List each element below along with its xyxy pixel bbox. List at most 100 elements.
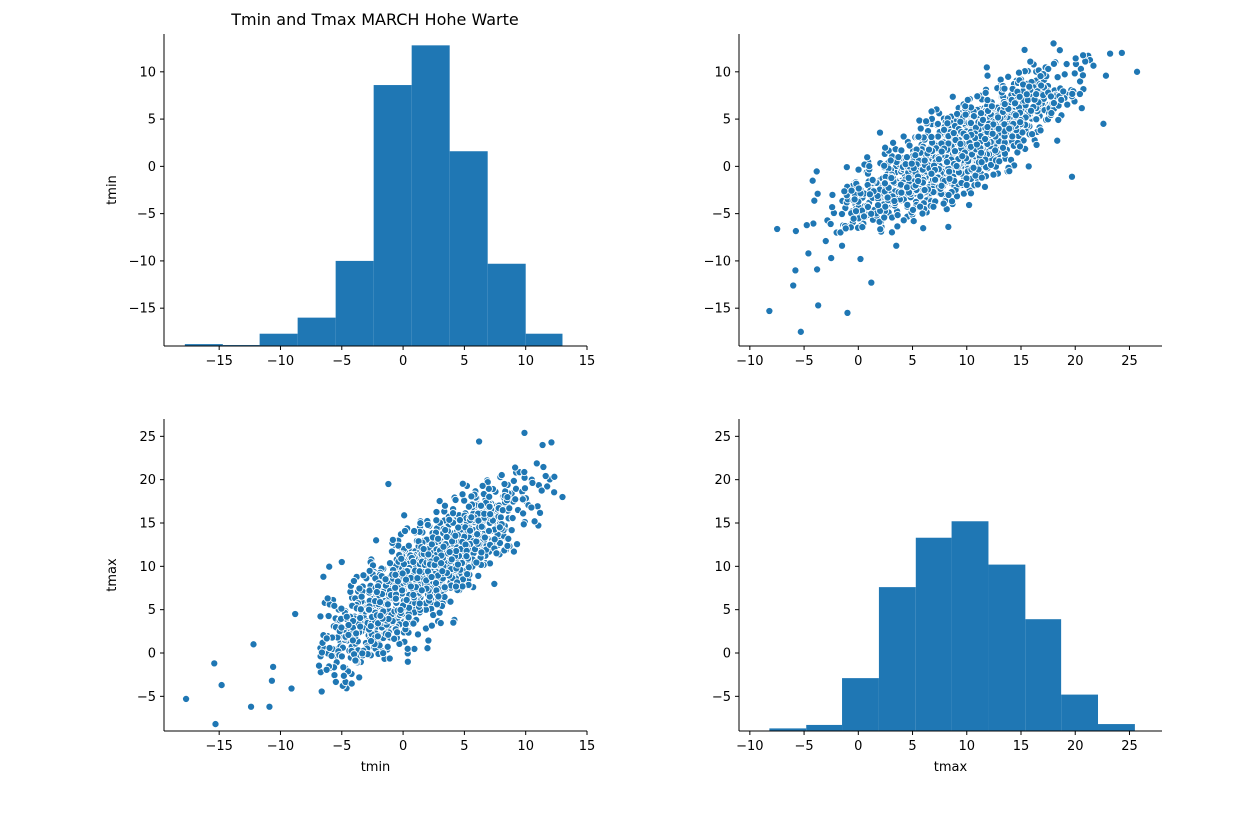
scatter-point — [945, 174, 954, 183]
scatter-point — [437, 559, 446, 568]
scatter-point — [1036, 72, 1045, 81]
scatter-point — [330, 671, 339, 680]
scatter-point — [836, 228, 845, 237]
scatter-point — [410, 527, 419, 536]
scatter-points — [765, 39, 1142, 336]
scatter-point — [331, 677, 340, 686]
y-tick-label: 5 — [723, 113, 731, 128]
scatter-point — [1106, 49, 1115, 58]
scatter-point — [497, 471, 506, 480]
scatter-point — [1014, 68, 1024, 77]
scatter-point — [445, 515, 454, 524]
scatter-point — [953, 109, 962, 118]
scatter-point — [773, 224, 782, 234]
scatter-point — [812, 167, 821, 176]
scatter-point — [385, 559, 395, 568]
scatter-point — [490, 535, 499, 544]
scatter-point — [409, 590, 418, 599]
scatter-point — [423, 644, 432, 653]
scatter-point — [435, 608, 444, 617]
scatter-point — [538, 440, 547, 450]
scatter-point — [403, 657, 412, 666]
scatter-point — [796, 327, 805, 336]
scatter-point — [916, 192, 925, 201]
scatter-point — [357, 592, 366, 601]
scatter-point — [849, 214, 858, 223]
scatter-point — [467, 492, 476, 501]
scatter-point — [809, 219, 818, 228]
x-tick-label: 0 — [399, 739, 407, 754]
x-tick-label: 0 — [399, 354, 407, 369]
scatter-point — [413, 574, 422, 583]
scatter-point — [1055, 46, 1064, 55]
y-tick-label: 0 — [148, 160, 156, 175]
scatter-point — [409, 557, 418, 566]
scatter-point — [440, 583, 449, 592]
y-tick-label: 25 — [714, 430, 731, 445]
scatter-point — [1049, 39, 1058, 48]
scatter-point — [427, 621, 436, 630]
scatter-point — [337, 652, 346, 661]
scatter-point — [961, 110, 970, 119]
scatter-point — [962, 180, 971, 190]
scatter-point — [530, 517, 539, 526]
scatter-point — [344, 620, 353, 630]
scatter-point — [509, 547, 518, 556]
y-tick-label: 5 — [148, 603, 156, 618]
scatter-point — [994, 124, 1003, 133]
x-tick-label: −10 — [736, 354, 763, 369]
scatter-point — [880, 213, 889, 222]
scatter-point — [413, 630, 423, 639]
scatter-point — [433, 600, 442, 609]
scatter-point — [474, 571, 483, 580]
scatter-point — [316, 612, 325, 621]
x-tick-label: 10 — [517, 739, 534, 754]
scatter-point — [813, 265, 822, 274]
scatter-point — [504, 534, 513, 543]
scatter-point — [322, 665, 331, 674]
scatter-point — [476, 501, 486, 510]
scatter-point — [903, 200, 912, 209]
scatter-point — [473, 530, 482, 539]
scatter-point — [391, 594, 400, 603]
scatter-point — [372, 536, 381, 545]
scatter-point — [269, 662, 278, 671]
scatter-point — [916, 202, 925, 211]
scatter-point — [942, 158, 952, 167]
scatter-point — [828, 203, 837, 212]
histogram-bar — [806, 724, 843, 731]
scatter-point — [905, 141, 914, 150]
scatter-point — [440, 501, 450, 510]
x-tick-label: 10 — [958, 739, 975, 754]
scatter-point — [550, 488, 559, 497]
scatter-point — [908, 205, 918, 214]
scatter-point — [802, 221, 811, 230]
scatter-point — [837, 241, 847, 250]
scatter-point — [398, 569, 407, 578]
scatter-point — [1037, 81, 1046, 90]
scatter-point — [1060, 70, 1069, 79]
scatter-point — [850, 195, 859, 204]
scatter-point — [466, 526, 475, 535]
scatter-point — [406, 582, 415, 591]
scatter-point — [319, 572, 328, 581]
x-tick-label: 5 — [908, 739, 916, 754]
histogram-bar — [411, 45, 450, 346]
scatter-point — [355, 584, 364, 593]
scatter-point — [439, 542, 448, 551]
scatter-point — [535, 508, 545, 517]
scatter-point — [948, 92, 957, 101]
scatter-point — [423, 520, 432, 529]
scatter-point — [894, 153, 903, 162]
scatter-point — [1099, 119, 1108, 128]
scatter-point — [365, 566, 374, 575]
scatter-point — [330, 601, 339, 610]
scatter-point — [287, 684, 296, 693]
scatter-point — [543, 482, 552, 491]
panel-tmax-histogram: −10 −5 0 5 10 15 20 25 −5 0 5 10 15 20 25 tmax — [712, 419, 1162, 775]
scatter-point — [372, 588, 381, 597]
scatter-point — [1068, 89, 1077, 98]
scatter-point — [867, 278, 876, 287]
scatter-point — [1015, 142, 1025, 151]
scatter-point — [339, 671, 348, 680]
